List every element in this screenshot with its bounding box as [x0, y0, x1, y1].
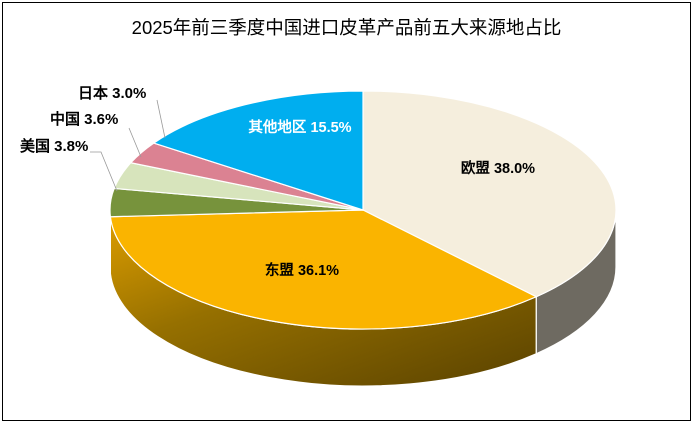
svg-text:其他地区 15.5%: 其他地区 15.5%: [248, 118, 351, 136]
svg-text:东盟 36.1%: 东盟 36.1%: [265, 261, 339, 279]
svg-text:欧盟 38.0%: 欧盟 38.0%: [461, 159, 535, 177]
svg-text:美国 3.8%: 美国 3.8%: [20, 137, 88, 155]
svg-text:日本 3.0%: 日本 3.0%: [78, 84, 146, 102]
svg-text:中国 3.6%: 中国 3.6%: [50, 110, 118, 128]
